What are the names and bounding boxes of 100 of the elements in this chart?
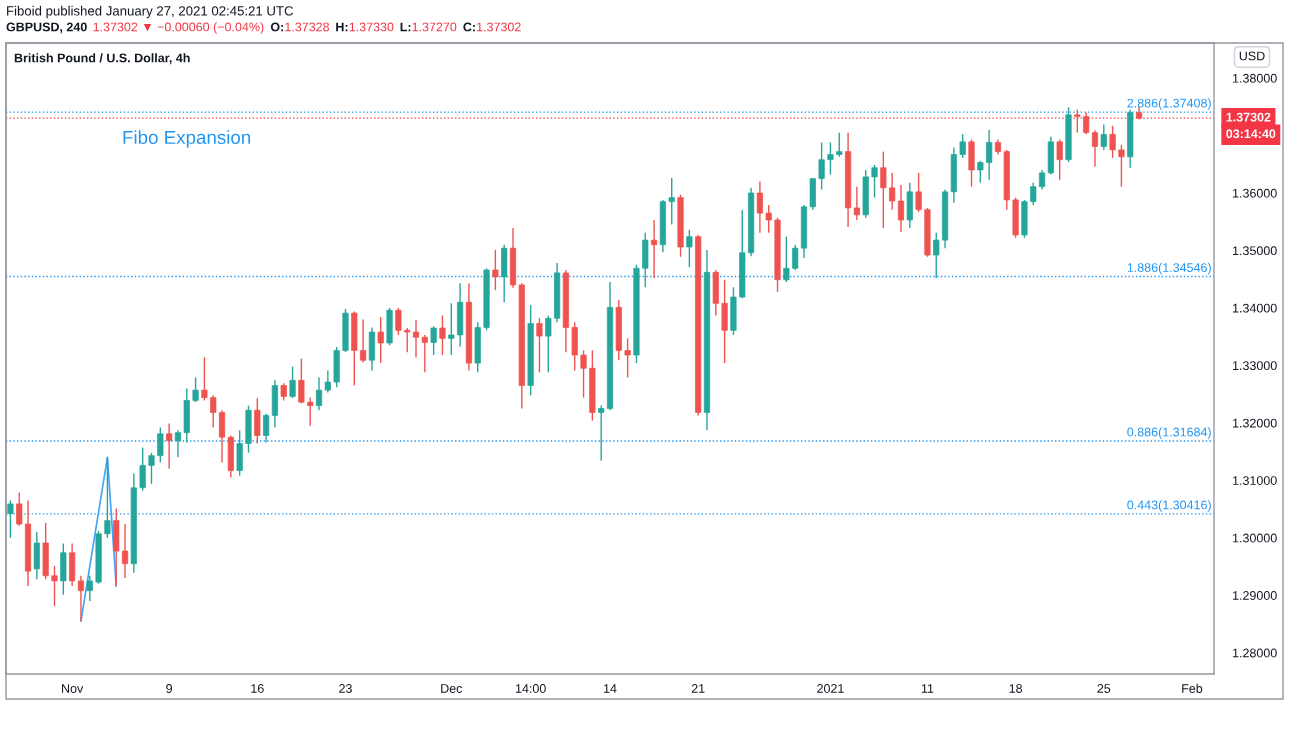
x-tick-label: 21: [691, 684, 705, 693]
candlestick: [157, 426, 164, 464]
candlestick: [263, 412, 270, 444]
text: C:: [463, 22, 475, 32]
candlestick: [580, 349, 587, 399]
x-tick-label: 14:00: [515, 684, 546, 693]
candlestick: [1074, 108, 1081, 134]
ref-line-label: 1.37302: [1226, 112, 1271, 122]
candlestick: [536, 317, 543, 373]
x-tick-label: 16: [251, 684, 264, 693]
candlestick: [412, 319, 420, 359]
candlestick: [51, 565, 58, 607]
candlestick: [448, 302, 455, 356]
candlestick: [624, 337, 631, 379]
line-series: [80, 456, 118, 622]
candlestick: [880, 150, 887, 229]
candlestick: [853, 185, 860, 221]
x-tick-label: 9: [166, 684, 173, 693]
candlestick: [139, 446, 146, 492]
x-tick-label: Nov: [62, 684, 84, 693]
x-tick-label: 14: [604, 684, 617, 693]
text: Fiboid published January 27, 2021 02:45:21 UTC: [7, 5, 294, 19]
candlestick: [289, 365, 296, 399]
candlestick: [933, 231, 940, 279]
candlestick: [166, 422, 173, 470]
annotation: Fibo Expansion: [123, 130, 251, 148]
candlestick: [404, 327, 411, 353]
ref-line-label: 0.886(1.31684): [1127, 427, 1211, 439]
candlestick: [871, 164, 878, 199]
candlestick: [889, 172, 896, 211]
text: O:: [270, 22, 284, 32]
x-tick-label: 11: [921, 684, 934, 693]
candlestick: [686, 229, 693, 268]
candlestick: [545, 314, 552, 373]
candlestick: [783, 235, 790, 283]
y-tick-label: 1.38000: [1233, 73, 1277, 83]
candlestick: [77, 575, 85, 622]
candlestick: [121, 523, 129, 579]
candlestick: [1118, 144, 1125, 188]
y-tick-label: 1.30000: [1233, 533, 1277, 543]
ref-line-label: 1.886(1.34546): [1127, 262, 1211, 275]
candlestick: [1030, 181, 1037, 206]
candlestick: [377, 316, 384, 364]
text: 1.37330: [349, 22, 394, 32]
text: 1.37328: [285, 22, 330, 32]
candlestick: [897, 184, 905, 233]
y-tick-label: 1.36000: [1233, 188, 1277, 198]
candlestick: [86, 575, 93, 602]
text: GBPUSD, 240: [6, 22, 87, 34]
candlestick: [298, 357, 305, 405]
candlestick: [1083, 111, 1090, 136]
candlestick: [395, 307, 402, 336]
candlestick: [492, 249, 499, 291]
candlestick: [201, 356, 208, 402]
y-tick-label: 1.33000: [1233, 361, 1277, 371]
candlestick: [915, 172, 922, 213]
candlestick: [765, 204, 772, 234]
candlestick: [430, 325, 437, 356]
candlestick: [16, 491, 23, 527]
x-tick-label: Dec: [441, 684, 463, 693]
candlestick: [598, 404, 605, 462]
ref-line-label: 0.443(1.30416): [1127, 500, 1211, 512]
text: H:: [336, 22, 348, 32]
candlestick: [210, 394, 217, 429]
candlestick: [1100, 123, 1107, 151]
x-tick-label: 2021: [817, 684, 844, 693]
candlestick: [651, 219, 658, 279]
y-tick-label: 1.35000: [1233, 246, 1277, 256]
candlestick: [1091, 129, 1099, 168]
ref-line-label: 2.886(1.37408): [1127, 98, 1211, 110]
candlestick: [1109, 125, 1116, 159]
y-tick-label: 1.32000: [1233, 418, 1277, 428]
candlestick: [360, 318, 367, 364]
text: 03:14:40: [1226, 129, 1276, 139]
y-tick-label: 1.29000: [1233, 591, 1277, 600]
candlestick: [827, 141, 834, 176]
text: British Pound / U.S. Dollar, 4h: [14, 53, 190, 65]
candlestick: [1056, 138, 1063, 181]
y-tick-label: 1.31000: [1233, 476, 1277, 485]
x-tick-label: Feb: [1182, 683, 1203, 693]
candlestick: [307, 396, 314, 427]
candlestick: [986, 129, 993, 181]
y-tick-label: 1.28000: [1233, 648, 1277, 658]
candlestick: [977, 160, 984, 184]
candlestick: [324, 369, 331, 394]
candlestick: [756, 180, 763, 234]
candlestick: [818, 141, 825, 191]
text: 1.37302 ▼ −0.00060 (−0.04%): [93, 22, 264, 34]
candlestick: [836, 131, 843, 158]
x-tick-label: 23: [339, 684, 352, 693]
x-tick-label: 25: [1097, 684, 1111, 693]
y-tick-label: 1.34000: [1233, 303, 1277, 313]
candlestick: [148, 452, 155, 485]
candlestick: [1038, 169, 1046, 191]
candlestick: [174, 429, 182, 459]
candlestick: [668, 177, 675, 226]
candlestick: [792, 244, 799, 271]
candlestick: [421, 334, 428, 373]
y-axis-title: USD: [1239, 51, 1265, 61]
candlestick: [7, 499, 14, 539]
